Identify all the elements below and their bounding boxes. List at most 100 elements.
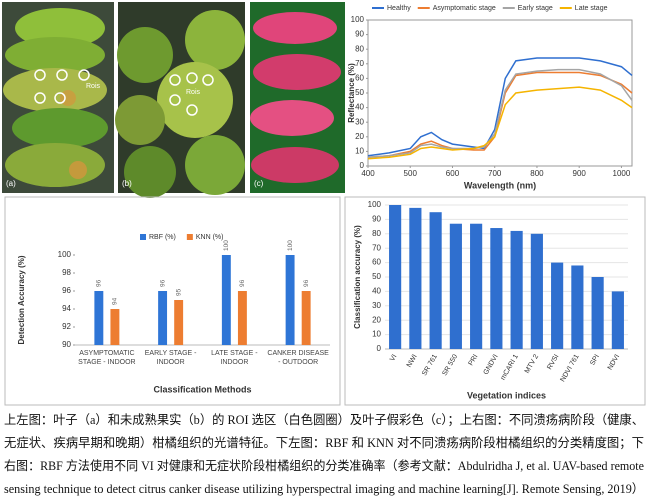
x-tick-label-box: EARLY STAGE - INDOOR	[144, 350, 197, 366]
bar	[571, 265, 584, 349]
roi-label: Rois	[186, 89, 201, 96]
legend-swatch	[186, 234, 193, 240]
legend-label: Early stage	[518, 5, 553, 12]
y-tick-label: 100	[58, 250, 72, 259]
bar	[158, 291, 168, 345]
y-tick-label: 100	[368, 200, 382, 209]
y-tick-label: 92	[62, 322, 71, 331]
roi-label: Rois	[86, 83, 101, 90]
bar	[110, 309, 120, 345]
x-tick-label: NDVI	[607, 353, 621, 371]
caption-line: 上左图：叶子（a）和未成熟果实（b）的 ROI 选区（白色圆圈）及叶子假彩色（c…	[4, 412, 644, 427]
panel-border	[344, 196, 646, 406]
x-tick-label: 600	[446, 169, 460, 178]
x-tick-label: 500	[404, 169, 418, 178]
bar	[591, 277, 604, 349]
bar	[174, 300, 184, 345]
bar	[237, 291, 247, 345]
y-tick-label: 20	[355, 132, 364, 141]
x-tick-label: EARLY STAGE - INDOOR	[144, 350, 197, 366]
x-tick-label: ASYMPTOMATIC STAGE - INDOOR	[78, 350, 136, 366]
y-tick-label: 98	[62, 268, 71, 277]
y-tick-label: 30	[372, 301, 381, 310]
y-tick-label: 30	[355, 117, 364, 126]
value-label: 100	[287, 240, 294, 251]
series-line	[367, 68, 633, 158]
x-tick-label: mCARI 1	[500, 353, 520, 381]
caption-line: 右图：RBF 方法使用不同 VI 对健康和无症状阶段柑橘组织的分类准确率（参考文…	[4, 458, 644, 473]
bar	[409, 207, 422, 349]
value-label: 96	[303, 279, 310, 287]
bar	[510, 230, 523, 349]
photo-c	[250, 2, 345, 193]
value-label: 94	[112, 297, 119, 305]
bar	[301, 291, 311, 345]
legend-label: Asymptomatic stage	[433, 5, 496, 12]
x-tick-label: SR 550	[441, 353, 459, 377]
bar	[470, 223, 483, 349]
x-tick-label: 900	[573, 169, 587, 178]
value-label: 96	[159, 279, 166, 287]
y-tick-label: 80	[372, 229, 381, 238]
x-tick-label: 700	[488, 169, 502, 178]
x-tick-label: SR 761	[421, 353, 439, 377]
y-tick-label: 40	[372, 287, 381, 296]
bar	[94, 291, 104, 345]
value-label: 100	[223, 240, 230, 251]
bar	[221, 255, 231, 345]
y-tick-label: 90	[62, 340, 71, 349]
bar	[551, 262, 564, 349]
x-tick-label: 400	[361, 169, 375, 178]
y-tick-label: 70	[372, 243, 381, 252]
y-tick-label: 94	[62, 304, 71, 313]
photo-label: (a)	[6, 179, 16, 188]
bar	[389, 205, 402, 349]
x-tick-label: SPI	[589, 353, 601, 366]
y-axis-label: Detection Accuracy (%)	[17, 255, 26, 344]
photo-a	[2, 2, 114, 193]
caption-line: sensing technique to detect citrus canke…	[4, 482, 644, 496]
y-tick-label: 50	[355, 88, 364, 97]
y-tick-label: 10	[355, 147, 364, 156]
photo-b	[115, 2, 245, 198]
x-tick-label: MTV 2	[524, 353, 540, 374]
x-axis-label: Vegetation indices	[467, 390, 546, 400]
photo-label: (c)	[254, 179, 264, 188]
value-label: 96	[239, 279, 246, 287]
y-tick-label: 0	[360, 161, 365, 170]
y-tick-label: 10	[372, 330, 381, 339]
y-tick-label: 96	[62, 286, 71, 295]
y-tick-label: 70	[355, 59, 364, 68]
x-tick-label: PRI	[468, 353, 480, 367]
bar	[285, 255, 295, 345]
y-tick-label: 20	[372, 315, 381, 324]
x-axis-label: Wavelength (nm)	[464, 180, 536, 190]
y-tick-label: 60	[355, 74, 364, 83]
x-tick-label: 800	[530, 169, 544, 178]
y-tick-label: 40	[355, 103, 364, 112]
x-tick-label-box: CANKER DISEASE - OUTDOOR	[267, 350, 328, 366]
y-axis-label: Classification accuracy (%)	[353, 225, 362, 329]
y-tick-label: 50	[372, 272, 381, 281]
series-line	[367, 86, 633, 160]
photo-label: (b)	[122, 179, 132, 188]
legend-label: KNN (%)	[196, 234, 224, 241]
legend-swatch	[140, 234, 146, 240]
x-tick-label: 1000	[613, 169, 631, 178]
plot-frame	[367, 19, 633, 167]
y-tick-label: 0	[377, 344, 382, 353]
y-tick-label: 90	[372, 215, 381, 224]
x-tick-label: NWI	[406, 353, 419, 368]
legend-label: RBF (%)	[149, 234, 176, 241]
value-label: 95	[175, 288, 182, 296]
x-tick-label: GNDVI	[483, 353, 500, 376]
caption-line: 无症状、疾病早期和晚期）柑橘组织的光谱特征。下左图：RBF 和 KNN 对不同溃…	[4, 435, 644, 450]
bar	[530, 233, 543, 349]
bar	[611, 291, 624, 349]
bar	[429, 212, 442, 349]
x-tick-label-box: LATE STAGE - INDOOR	[211, 350, 257, 366]
series-line	[367, 71, 633, 158]
legend-label: Late stage	[575, 5, 608, 12]
bar	[490, 228, 503, 349]
